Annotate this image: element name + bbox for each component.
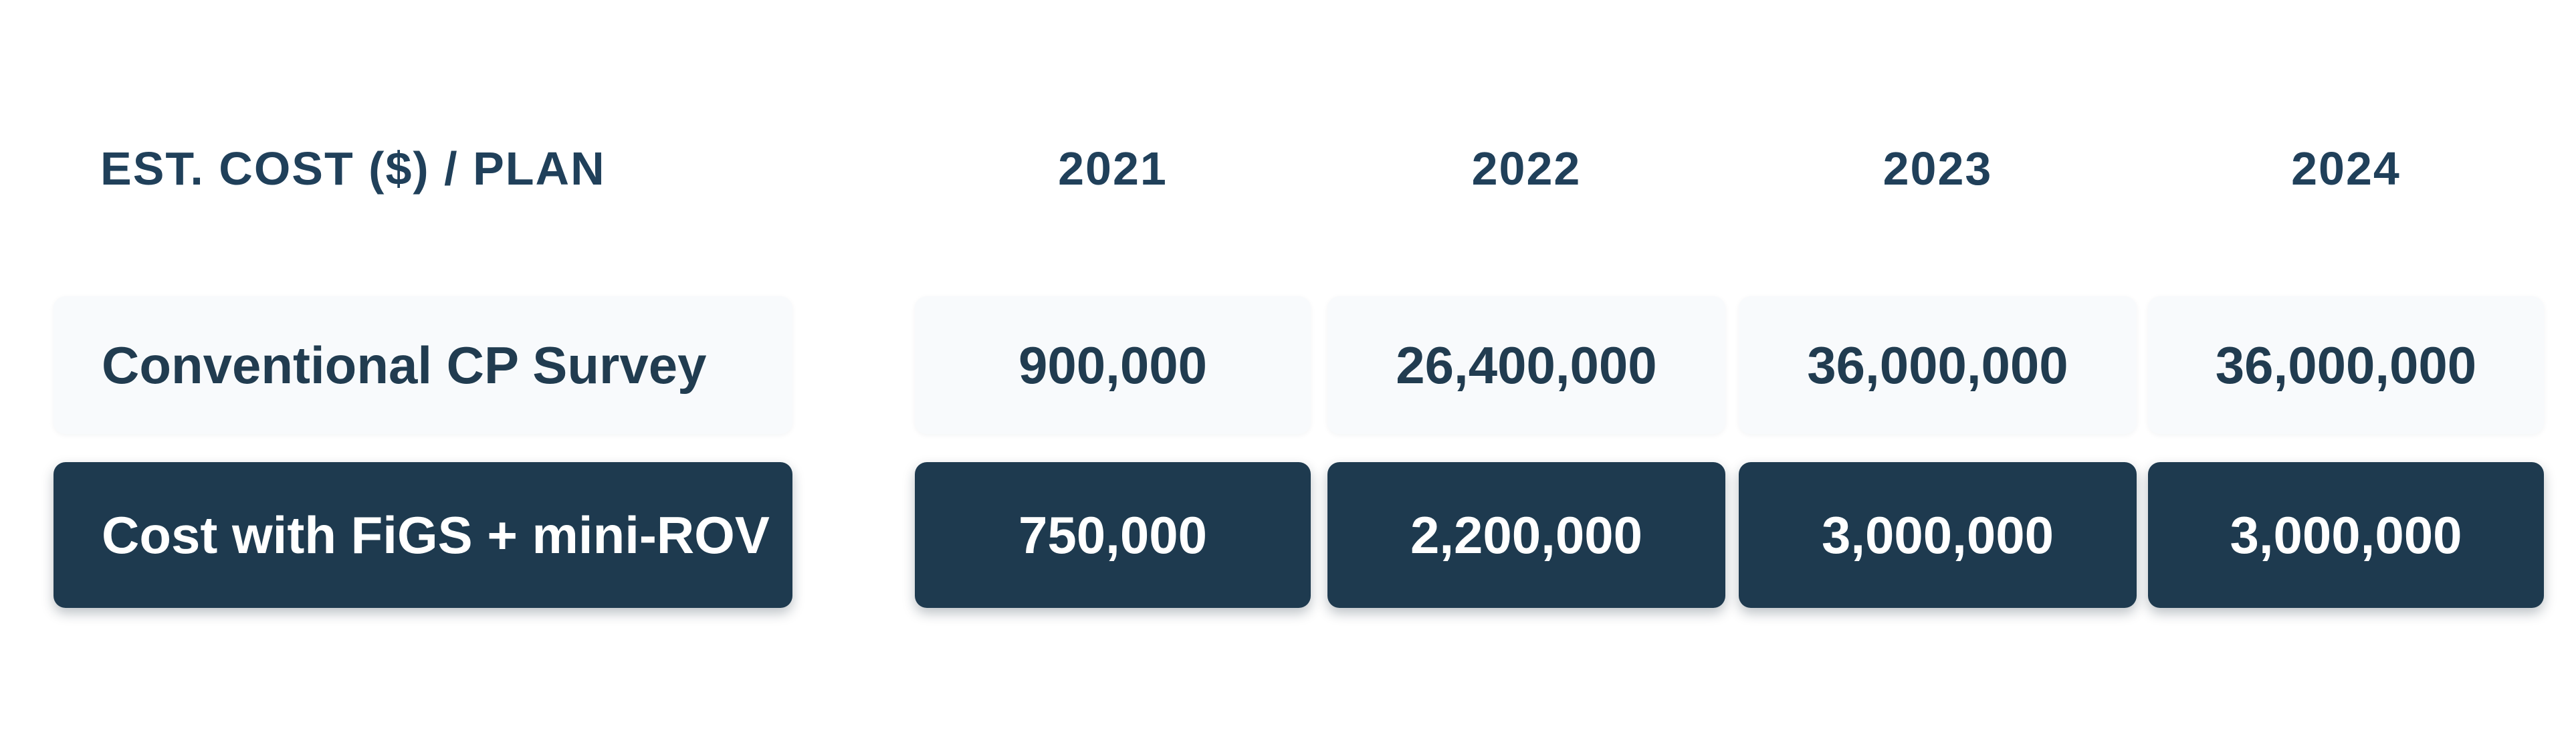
table-header-year-2021: 2021 [1058,142,1168,195]
cell-conventional-2024: 36,000,000 [2148,296,2544,434]
cell-figs-2023: 3,000,000 [1739,462,2137,608]
row-label-figs-mini-rov: Cost with FiGS + mini-ROV [53,462,792,608]
cell-figs-2024: 3,000,000 [2148,462,2544,608]
table-header-plan-label: EST. COST ($) / PLAN [100,142,606,195]
table-header-year-2023: 2023 [1883,142,1993,195]
cell-figs-2021: 750,000 [915,462,1311,608]
table-header-year-2024: 2024 [2291,142,2401,195]
cell-conventional-2021: 900,000 [915,296,1311,434]
row-label-conventional-cp-survey: Conventional CP Survey [53,296,792,434]
table-header-year-2022: 2022 [1471,142,1582,195]
cell-conventional-2023: 36,000,000 [1739,296,2137,434]
cell-conventional-2022: 26,400,000 [1327,296,1725,434]
cell-figs-2022: 2,200,000 [1327,462,1725,608]
